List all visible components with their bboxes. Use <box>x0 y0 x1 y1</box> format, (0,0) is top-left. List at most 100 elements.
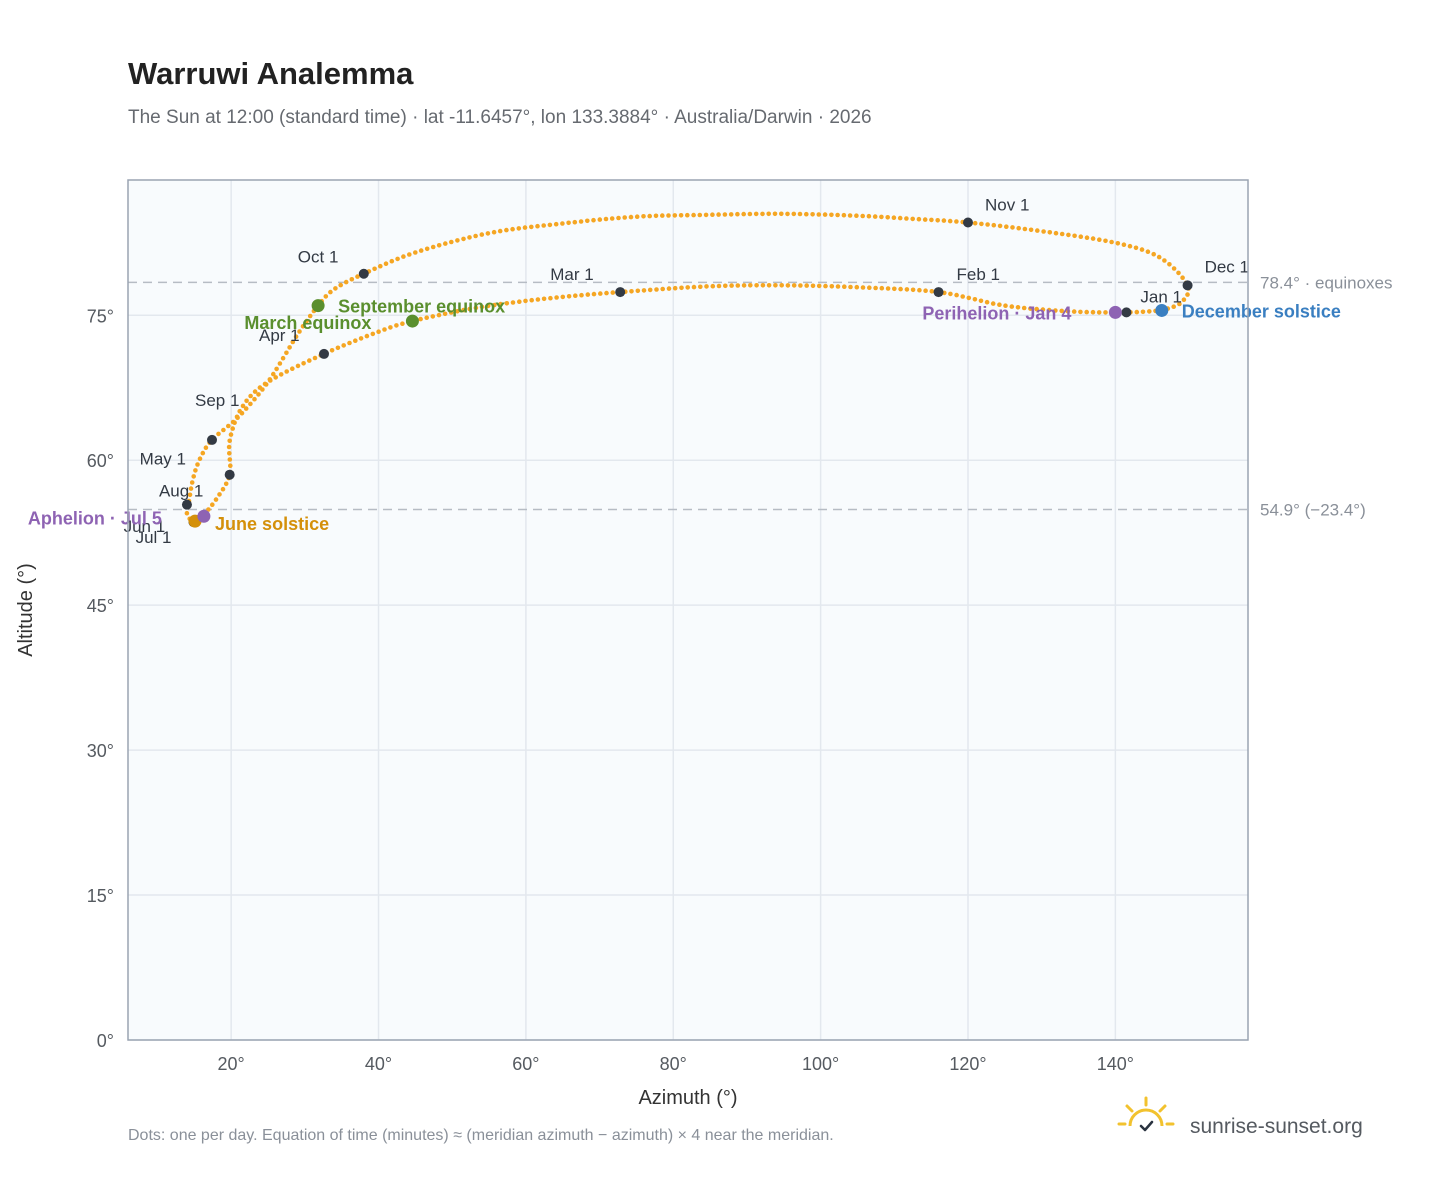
daily-sun-dot <box>741 283 747 288</box>
daily-sun-dot <box>984 299 990 305</box>
daily-sun-dot <box>547 222 553 228</box>
month-marker-label: May 1 <box>140 450 186 469</box>
reference-line-label: 54.9° (−23.4°) <box>1260 501 1366 520</box>
daily-sun-dot <box>248 401 253 407</box>
daily-sun-dot <box>485 231 491 236</box>
month-marker <box>963 217 973 228</box>
daily-sun-dot <box>847 213 853 218</box>
month-marker <box>181 499 192 510</box>
event-marker <box>197 509 211 523</box>
daily-sun-dot <box>220 486 226 492</box>
daily-sun-dot <box>1121 242 1127 247</box>
month-marker-label: Sep 1 <box>195 391 239 410</box>
daily-sun-dot <box>407 252 412 257</box>
y-tick-label: 15° <box>87 886 114 906</box>
x-tick-label: 40° <box>365 1054 392 1074</box>
chart-subtitle: The Sun at 12:00 (standard time) · lat -… <box>128 107 872 128</box>
daily-sun-dot <box>333 286 338 291</box>
daily-sun-dot <box>1059 308 1064 314</box>
daily-sun-dot <box>791 211 797 217</box>
daily-sun-dot <box>679 285 684 291</box>
daily-sun-dot <box>510 226 515 232</box>
daily-sun-dot <box>829 284 835 289</box>
daily-sun-dot <box>240 403 246 409</box>
daily-sun-dot <box>691 212 696 218</box>
daily-sun-dot <box>239 410 245 416</box>
daily-sun-dot <box>383 261 389 267</box>
daily-sun-dot <box>195 462 200 467</box>
daily-sun-dot <box>307 358 312 363</box>
daily-sun-dot <box>779 211 784 217</box>
daily-sun-dot <box>797 211 803 217</box>
daily-sun-dot <box>1171 266 1177 271</box>
month-marker-label: Aug 1 <box>159 482 203 501</box>
daily-sun-dot <box>654 287 659 292</box>
daily-sun-dot <box>1167 262 1172 267</box>
daily-sun-dot <box>1066 232 1071 238</box>
daily-sun-dot <box>358 336 364 341</box>
daily-sun-dot <box>1009 304 1015 309</box>
daily-sun-dot <box>372 266 377 272</box>
month-marker <box>358 268 369 279</box>
month-marker-label: Jan 1 <box>1140 287 1182 306</box>
daily-sun-dot <box>666 213 671 218</box>
daily-sun-dot <box>228 432 234 437</box>
axis-ticks: 20° 40° 60° 80° 100° 120° 140° 0° 15° 30° 45° 60° 75… <box>87 306 1134 1074</box>
daily-sun-dot <box>1084 235 1090 240</box>
daily-sun-dot <box>1047 230 1053 235</box>
daily-sun-dot <box>872 214 878 219</box>
daily-sun-dot <box>248 393 253 399</box>
daily-sun-dot <box>848 284 853 290</box>
x-tick-label: 100° <box>802 1054 839 1074</box>
daily-sun-dot <box>388 325 393 330</box>
daily-sun-dot <box>349 277 355 282</box>
daily-sun-dot <box>343 279 349 285</box>
daily-sun-dot <box>221 427 226 433</box>
daily-sun-dot <box>1028 306 1033 311</box>
daily-sun-dot <box>312 355 318 361</box>
sun-logo-icon <box>1117 1096 1175 1132</box>
daily-sun-dot <box>860 285 866 290</box>
daily-sun-dot <box>263 382 269 387</box>
daily-sun-dot <box>660 286 665 292</box>
daily-sun-dot <box>990 301 996 306</box>
daily-sun-dot <box>566 294 572 299</box>
month-marker-label: Dec 1 <box>1205 257 1249 276</box>
month-marker <box>933 287 944 298</box>
daily-sun-dot <box>193 468 198 473</box>
daily-sun-dot <box>892 286 897 292</box>
daily-sun-dot <box>278 372 284 377</box>
daily-sun-dot <box>1053 230 1059 236</box>
daily-sun-dot <box>301 361 306 366</box>
plot-frame <box>127 179 1249 1041</box>
daily-sun-dot <box>522 225 528 230</box>
daily-sun-dot <box>1103 310 1108 315</box>
daily-sun-dot <box>791 283 797 288</box>
daily-sun-dot <box>929 289 935 294</box>
daily-sun-dot <box>1147 309 1152 314</box>
daily-sun-dot <box>1115 241 1121 246</box>
daily-sun-dot <box>910 287 916 293</box>
daily-sun-dot <box>473 305 479 311</box>
daily-sun-dot <box>297 329 302 334</box>
daily-sun-dot <box>603 216 609 222</box>
daily-sun-dot <box>418 248 424 253</box>
daily-sun-dot <box>200 450 206 456</box>
daily-sun-dot <box>1090 309 1096 315</box>
daily-sun-dot <box>252 396 257 402</box>
daily-sun-dot <box>879 214 884 220</box>
daily-sun-dot <box>424 315 430 321</box>
daily-sun-dot <box>604 290 609 296</box>
daily-sun-dot <box>554 295 559 300</box>
daily-sun-dot <box>1096 310 1102 315</box>
daily-sun-dot <box>785 211 790 217</box>
daily-sun-dot <box>904 287 910 292</box>
y-axis-label: Altitude (°) <box>15 563 37 657</box>
daily-sun-dot <box>436 243 442 248</box>
daily-sun-dot <box>355 274 360 279</box>
daily-sun-dot <box>280 355 286 361</box>
daily-sun-dot <box>497 228 503 234</box>
daily-sun-dot <box>1046 307 1052 313</box>
daily-sun-dot <box>647 287 653 293</box>
daily-sun-dot <box>1022 226 1028 232</box>
